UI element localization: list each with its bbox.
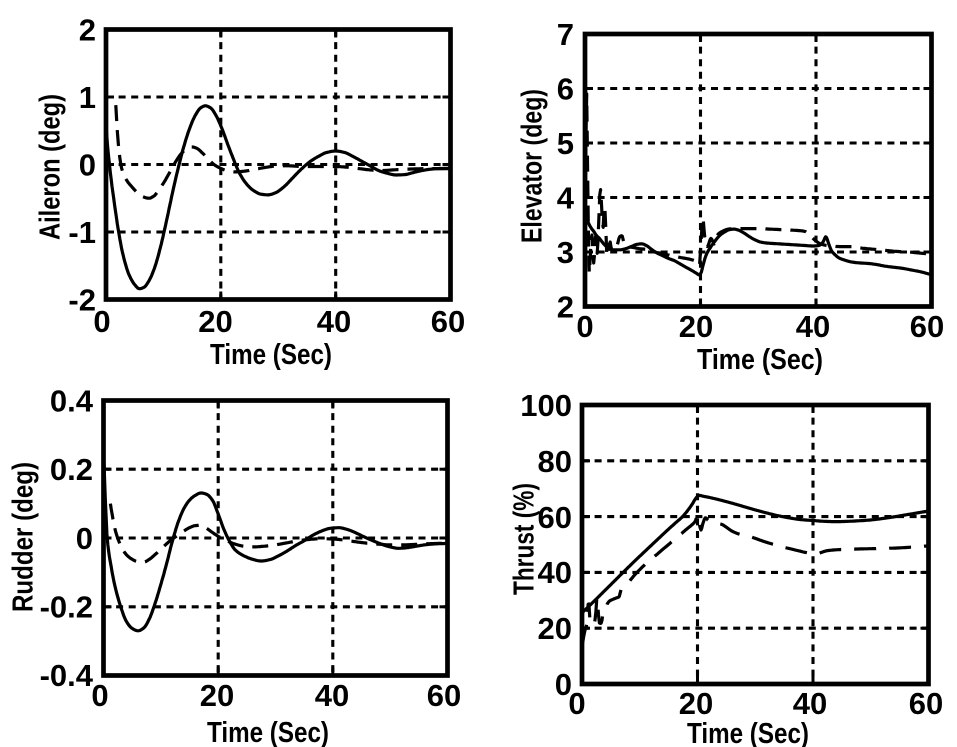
svg-text:20: 20	[538, 611, 572, 646]
svg-text:20: 20	[679, 309, 713, 344]
svg-text:100: 100	[520, 388, 572, 423]
svg-text:0: 0	[93, 304, 110, 339]
svg-text:60: 60	[909, 686, 943, 721]
svg-text:40: 40	[315, 678, 349, 713]
svg-text:20: 20	[198, 304, 232, 339]
svg-text:Aileron (deg): Aileron (deg)	[35, 94, 67, 240]
svg-text:40: 40	[538, 555, 572, 590]
svg-text:2: 2	[557, 290, 574, 325]
svg-text:40: 40	[793, 686, 827, 721]
svg-text:Time (Sec): Time (Sec)	[687, 718, 809, 747]
svg-text:60: 60	[538, 500, 572, 535]
svg-text:0: 0	[576, 309, 593, 344]
svg-text:80: 80	[538, 444, 572, 479]
svg-text:0: 0	[76, 521, 93, 556]
svg-text:0: 0	[91, 678, 108, 713]
svg-text:40: 40	[796, 309, 830, 344]
svg-text:-1: -1	[68, 215, 96, 250]
svg-text:-2: -2	[68, 283, 96, 318]
svg-text:60: 60	[431, 304, 465, 339]
svg-text:2: 2	[79, 13, 96, 48]
svg-text:0: 0	[79, 148, 96, 183]
svg-text:1: 1	[79, 80, 96, 115]
svg-text:0: 0	[555, 667, 572, 702]
svg-text:Time (Sec): Time (Sec)	[210, 339, 332, 371]
svg-text:0.4: 0.4	[50, 384, 94, 419]
svg-text:-0.2: -0.2	[40, 590, 93, 625]
svg-text:3: 3	[557, 235, 574, 270]
svg-text:20: 20	[679, 686, 713, 721]
svg-text:6: 6	[557, 72, 574, 107]
svg-text:7: 7	[557, 17, 574, 52]
svg-text:-0.4: -0.4	[40, 658, 94, 693]
svg-text:20: 20	[200, 678, 234, 713]
svg-text:Time (Sec): Time (Sec)	[207, 717, 329, 747]
svg-text:Elevator (deg): Elevator (deg)	[517, 89, 549, 243]
svg-text:Time (Sec): Time (Sec)	[697, 344, 823, 376]
svg-text:60: 60	[427, 678, 461, 713]
svg-text:Thrust (%): Thrust (%)	[509, 483, 541, 595]
svg-text:0.2: 0.2	[50, 452, 93, 487]
svg-text:Rudder (deg): Rudder (deg)	[8, 462, 40, 612]
svg-text:40: 40	[317, 304, 351, 339]
svg-text:5: 5	[557, 126, 574, 161]
svg-text:0: 0	[568, 686, 585, 721]
svg-text:60: 60	[910, 309, 944, 344]
svg-text:4: 4	[557, 181, 575, 216]
